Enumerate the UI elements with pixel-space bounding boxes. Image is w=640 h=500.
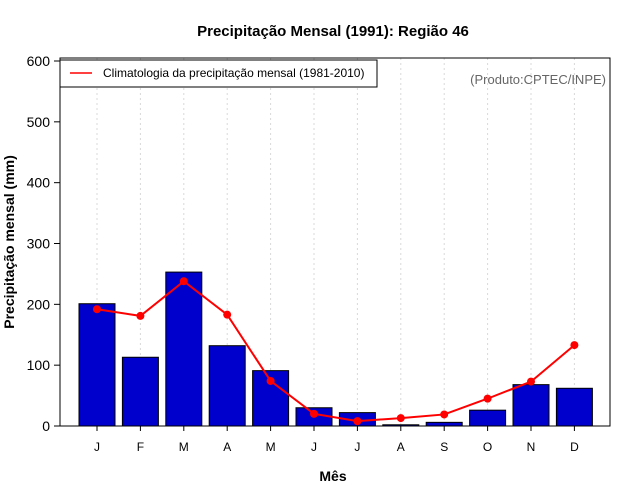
climatology-point [353,417,362,426]
bar [425,421,463,427]
x-tick-label: F [137,440,144,454]
legend: Climatologia da precipitação mensal (198… [59,59,378,88]
y-tick-label: 200 [27,296,51,312]
bar [469,409,507,427]
x-tick-label: D [570,440,579,454]
x-tick-label: M [179,440,189,454]
y-tick-label: 100 [27,357,51,373]
y-tick-label: 600 [27,53,51,69]
climatology-point [483,394,492,403]
y-axis-label: Precipitação mensal (mm) [1,155,17,329]
x-tick-label: O [483,440,492,454]
climatology-point [223,310,232,319]
bar [512,384,550,427]
plot-frame [59,57,611,427]
chart-title: Precipitação Mensal (1991): Região 46 [197,23,469,40]
x-axis-label: Mês [319,468,346,484]
product-credit: (Produto:CPTEC/INPE) [470,72,606,87]
x-tick-label: J [94,440,100,454]
y-tick-label: 0 [42,418,50,434]
legend-box [59,59,378,88]
bar [555,387,593,427]
bar [78,303,116,427]
x-tick-label: S [440,440,448,454]
climatology-point [266,376,275,385]
x-tick-label: N [527,440,536,454]
climatology-point [136,311,145,320]
x-tick-label: A [223,440,231,454]
bar [208,345,246,427]
legend-entry-climatology: Climatologia da precipitação mensal (198… [103,66,364,80]
x-tick-label: J [311,440,317,454]
climatology-point [570,341,579,350]
x-tick-label: A [397,440,405,454]
climatology-line [96,279,576,423]
y-tick-label: 500 [27,114,51,130]
x-tick-label: M [266,440,276,454]
climatology-line-group [93,277,579,426]
y-axis: 0 100 200 300 400 500 600 [27,53,60,434]
climatology-point [440,410,449,419]
y-tick-label: 400 [27,175,51,191]
climatology-point [93,305,101,314]
bar [121,356,159,427]
climatology-point [396,414,405,423]
climatology-point [527,377,535,386]
bars [78,271,593,427]
x-tick-label: J [354,440,360,454]
climatology-point [179,277,188,286]
y-tick-label: 300 [27,236,51,252]
bar [165,271,203,427]
climatology-point [310,409,318,418]
